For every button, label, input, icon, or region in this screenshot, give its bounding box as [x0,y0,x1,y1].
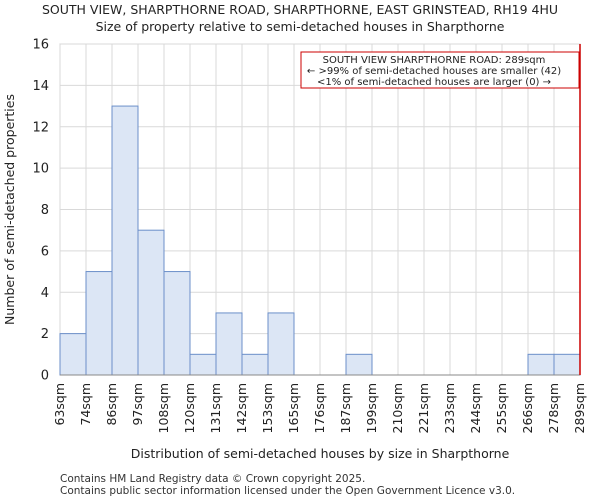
chart-title: SOUTH VIEW, SHARPTHORNE ROAD, SHARPTHORN… [41,2,558,17]
x-tick-label: 153sqm [260,383,275,433]
x-tick-label: 108sqm [156,383,171,433]
histogram-bar [527,353,555,376]
y-tick-label: 6 [41,244,49,259]
x-tick-label: 142sqm [234,383,249,433]
y-tick-label: 14 [32,79,49,94]
y-tick-label: 12 [32,120,49,135]
histogram-bar [59,333,87,376]
y-tick-label: 16 [32,38,49,53]
histogram-bar [137,229,165,376]
x-axis-label: Distribution of semi-detached houses by … [131,446,510,461]
histogram-bar [215,312,243,376]
x-tick-label: 221sqm [416,383,431,433]
histogram-bar [85,271,113,376]
y-axis-label: Number of semi-detached properties [2,94,17,325]
x-tick-label: 131sqm [208,383,223,433]
annotation-property-label: SOUTH VIEW SHARPTHORNE ROAD: 289sqm [323,55,546,66]
histogram-bar [241,353,269,376]
x-tick-label: 289sqm [572,383,587,433]
histogram-bar [189,353,217,376]
x-tick-label: 266sqm [520,383,535,433]
x-tick-label: 63sqm [52,383,67,426]
x-tick-label: 165sqm [286,383,301,433]
y-tick-label: 4 [41,286,49,301]
histogram-bar [163,271,191,376]
histogram-bar [345,353,373,376]
histogram-bar [553,353,581,376]
y-tick-label: 10 [32,162,49,177]
x-tick-label: 97sqm [130,383,145,426]
annotation-box [300,51,580,89]
x-tick-label: 278sqm [546,383,561,433]
x-tick-label: 233sqm [442,383,457,433]
x-tick-label: 210sqm [390,383,405,433]
x-tick-label: 120sqm [182,383,197,433]
histogram-bar [267,312,295,376]
x-tick-label: 86sqm [104,383,119,426]
annotation-larger-label: <1% of semi-detached houses are larger (… [317,77,551,88]
y-tick-label: 2 [41,327,49,342]
footer-copyright: Contains HM Land Registry data © Crown c… [60,473,366,485]
x-tick-label: 176sqm [312,383,327,433]
histogram-bar [111,105,139,376]
footer-licence: Contains public sector information licen… [60,485,516,497]
annotation-smaller-label: ← >99% of semi-detached houses are small… [307,66,561,77]
x-tick-label: 187sqm [338,383,353,433]
x-tick-label: 255sqm [494,383,509,433]
y-tick-label: 8 [41,203,49,218]
y-tick-label: 0 [41,369,49,384]
x-tick-label: 199sqm [364,383,379,433]
x-tick-label: 74sqm [78,383,93,426]
x-tick-label: 244sqm [468,383,483,433]
chart-subtitle: Size of property relative to semi-detach… [95,19,505,34]
